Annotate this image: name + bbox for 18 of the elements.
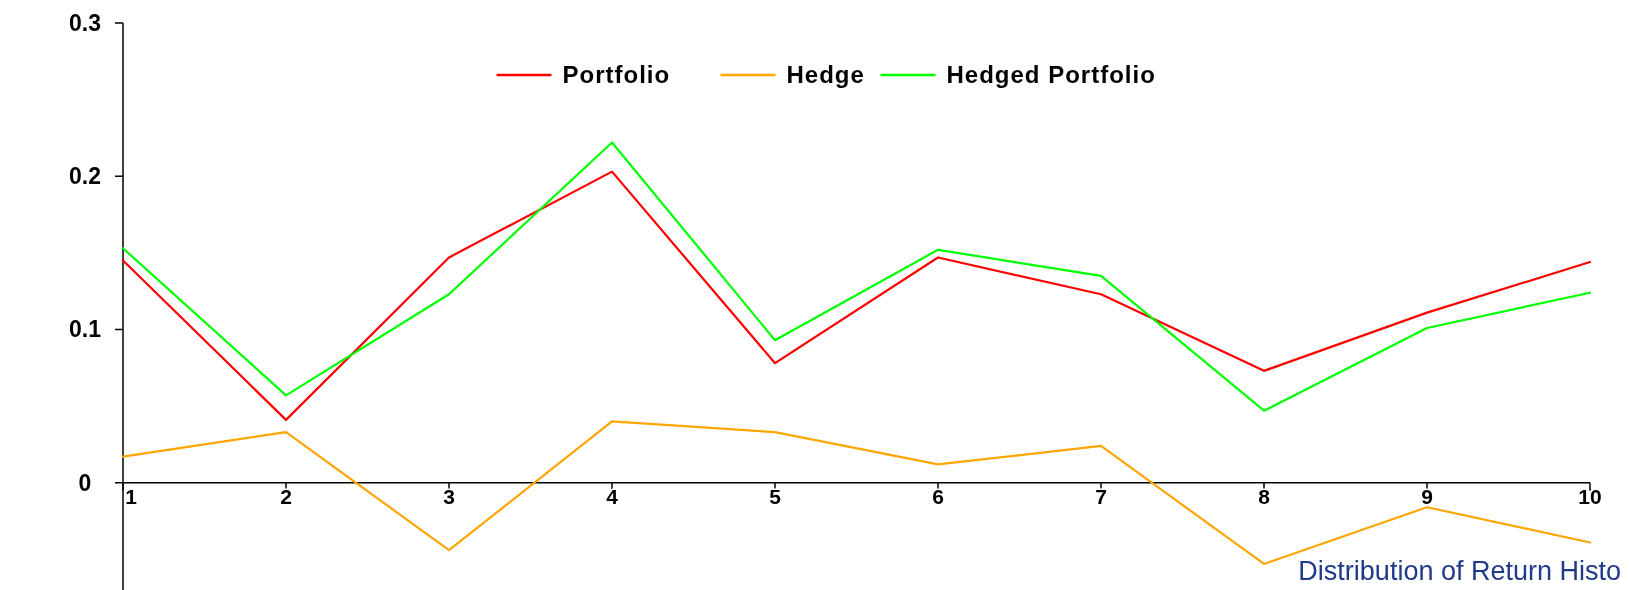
legend-label: Portfolio (562, 61, 671, 88)
x-tick-label: 6 (932, 484, 944, 508)
x-tick-label: 3 (443, 484, 455, 508)
legend-label: Hedge (786, 61, 865, 88)
annotation: Distribution of Return Histo (1298, 556, 1621, 586)
y-tick-label: 0.1 (69, 316, 102, 343)
x-tick-label: 9 (1421, 484, 1433, 508)
y-tick-label: 0.2 (69, 163, 101, 190)
x-tick-label: 10 (1578, 484, 1602, 508)
legend-label: Hedged Portfolio (946, 61, 1156, 88)
x-tick-label: 1 (125, 484, 138, 508)
x-tick-label: 2 (280, 484, 292, 508)
x-tick-label: 8 (1258, 484, 1271, 508)
y-tick-label: 0 (78, 469, 92, 496)
x-tick-label: 7 (1095, 484, 1107, 508)
x-tick-label: 4 (606, 484, 619, 508)
y-tick-label: 0.3 (69, 10, 101, 36)
x-tick-label: 5 (769, 484, 782, 508)
